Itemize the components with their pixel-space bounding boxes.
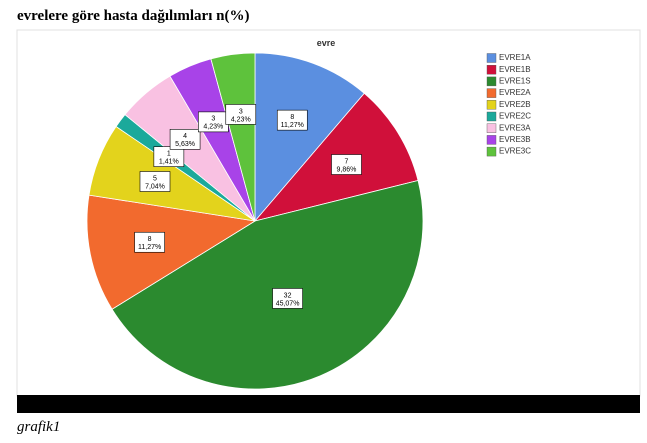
- data-label-box: [331, 154, 362, 175]
- data-label-box: [225, 104, 257, 125]
- black-bar: [17, 395, 640, 413]
- data-label-count: 5: [153, 175, 157, 182]
- data-label-box: [276, 109, 308, 131]
- legend-label: EVRE3B: [499, 135, 531, 144]
- data-label-box: [153, 146, 185, 167]
- legend-swatch: [486, 146, 497, 157]
- data-label-count: 1: [167, 150, 171, 157]
- data-label-percent: 1,41%: [159, 158, 179, 165]
- legend-swatch: [486, 64, 497, 75]
- data-label-percent: 11,27%: [138, 244, 161, 251]
- data-label-count: 4: [183, 133, 187, 140]
- data-label-percent: 5,63%: [175, 141, 195, 148]
- data-label-box: [139, 171, 171, 192]
- pie-slice: [210, 52, 256, 222]
- data-label-count: 8: [148, 236, 152, 243]
- pie-slice: [86, 194, 257, 310]
- legend-swatch: [486, 100, 497, 110]
- data-label-box: [272, 288, 303, 309]
- caption: grafik1: [17, 419, 60, 435]
- data-label-count: 3: [211, 116, 215, 123]
- data-label-box: [134, 231, 165, 253]
- legend-label: EVRE3A: [499, 123, 531, 132]
- data-label-count: 32: [284, 292, 292, 299]
- legend-swatch: [486, 111, 497, 122]
- legend-label: EVRE2C: [499, 112, 531, 121]
- data-label-box: [169, 129, 201, 150]
- legend-label: EVRE1S: [499, 77, 531, 86]
- data-label-count: 8: [290, 114, 294, 121]
- pie-slice: [254, 52, 365, 223]
- data-label-percent: 4,23%: [231, 116, 251, 123]
- chart-title: evre: [317, 38, 336, 48]
- legend-label: EVRE3C: [499, 147, 531, 156]
- legend-label: EVRE2B: [499, 100, 531, 109]
- legend-swatch: [486, 123, 497, 133]
- pie-slice: [111, 180, 424, 390]
- legend-swatch: [486, 76, 497, 87]
- data-label-percent: 9,86%: [337, 166, 357, 173]
- legend-swatch: [486, 88, 497, 98]
- legend-label: EVRE1B: [499, 65, 531, 74]
- data-label-count: 3: [239, 108, 243, 115]
- legend-label: EVRE2A: [499, 88, 531, 97]
- heading: evrelere göre hasta dağılımları n(%): [17, 8, 249, 24]
- data-label-percent: 11,27%: [281, 122, 304, 129]
- data-label-percent: 45,07%: [276, 300, 300, 307]
- legend-label: EVRE1A: [499, 53, 531, 62]
- data-label-percent: 7,04%: [145, 183, 165, 190]
- data-label-percent: 4,23%: [203, 124, 223, 131]
- legend-swatch: [486, 135, 497, 145]
- legend-swatch: [486, 53, 497, 63]
- data-label-count: 7: [345, 158, 349, 165]
